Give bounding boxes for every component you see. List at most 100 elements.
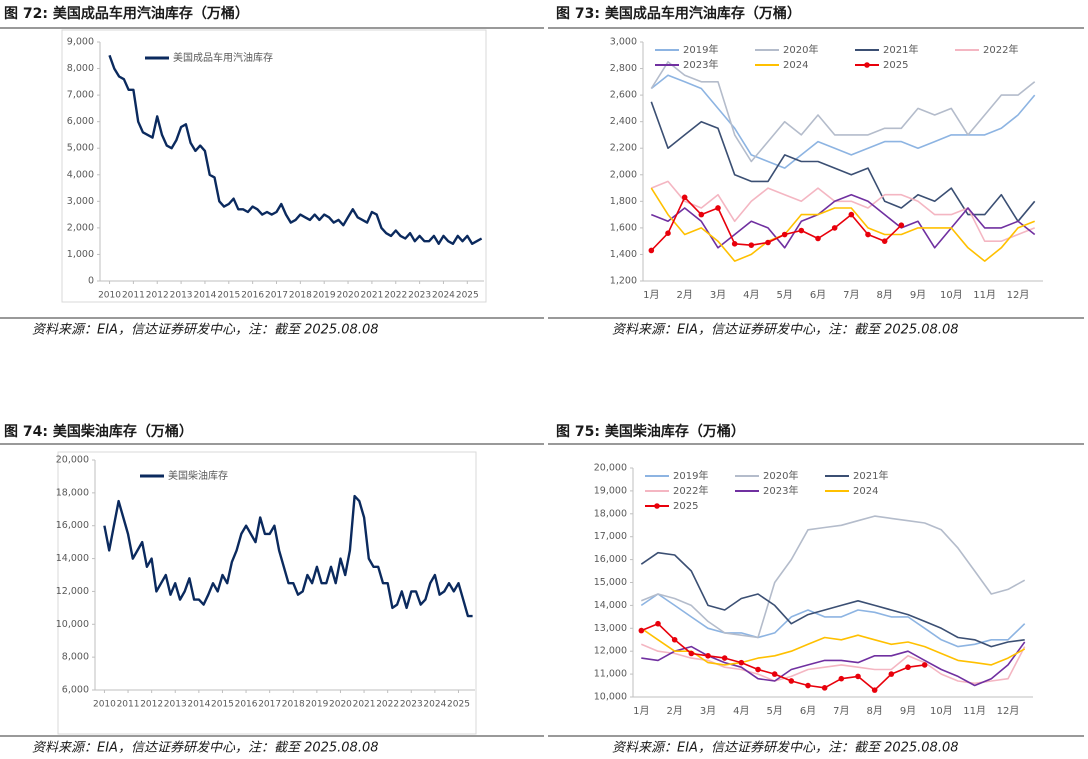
series-marker bbox=[905, 664, 911, 671]
series-line bbox=[108, 54, 483, 245]
legend-label: 2020年 bbox=[783, 43, 818, 56]
series-marker bbox=[665, 230, 671, 236]
series-marker bbox=[715, 205, 721, 211]
y-tick-label: 1,800 bbox=[610, 196, 637, 207]
y-tick-label: 11,000 bbox=[594, 669, 627, 680]
x-tick-label: 2022 bbox=[384, 291, 407, 301]
y-tick-label: 20,000 bbox=[56, 455, 89, 466]
legend-label: 2021年 bbox=[883, 43, 918, 56]
series-line bbox=[103, 494, 473, 618]
y-tick-label: 18,000 bbox=[56, 487, 89, 498]
series-marker bbox=[888, 671, 895, 677]
x-tick-label: 2018 bbox=[289, 291, 312, 301]
series-marker bbox=[721, 655, 728, 661]
y-tick-label: 3,000 bbox=[610, 37, 637, 48]
series-line bbox=[641, 641, 1026, 687]
y-tick-label: 12,000 bbox=[56, 586, 89, 597]
source-note: 资料来源：EIA，信达证券研发中心，注：截至 2025.08.08 bbox=[32, 741, 379, 756]
x-tick-label: 2011 bbox=[117, 700, 140, 710]
x-tick-label: 6月 bbox=[810, 289, 826, 301]
series-line bbox=[640, 622, 925, 691]
y-tick-label: 14,000 bbox=[594, 600, 627, 611]
x-tick-label: 2019 bbox=[305, 700, 328, 710]
series-line bbox=[650, 74, 1036, 169]
series-marker bbox=[798, 227, 805, 234]
y-tick-label: 8,000 bbox=[67, 63, 94, 74]
legend-label: 2019年 bbox=[683, 43, 718, 56]
series-line bbox=[640, 593, 1026, 648]
y-tick-label: 2,000 bbox=[610, 169, 637, 180]
y-tick-label: 7,000 bbox=[67, 90, 94, 101]
x-tick-label: 2014 bbox=[187, 700, 210, 710]
x-tick-label: 2024 bbox=[423, 700, 446, 710]
y-tick-label: 9,000 bbox=[67, 37, 94, 48]
series-marker bbox=[638, 627, 645, 634]
figure-title: 图 74: 美国柴油库存（万桶） bbox=[4, 423, 193, 440]
legend-label: 2019年 bbox=[673, 469, 708, 482]
source-note: 资料来源：EIA，信达证券研发中心，注：截至 2025.08.08 bbox=[612, 323, 959, 338]
x-tick-label: 2022 bbox=[376, 700, 399, 710]
legend-label: 2020年 bbox=[763, 469, 798, 482]
x-tick-label: 2023 bbox=[408, 291, 431, 301]
y-tick-label: 8,000 bbox=[62, 652, 89, 663]
x-tick-label: 2021 bbox=[360, 291, 383, 301]
x-tick-label: 7月 bbox=[833, 705, 849, 717]
x-tick-label: 2016 bbox=[241, 291, 264, 301]
figure-title: 图 75: 美国柴油库存（万桶） bbox=[556, 423, 745, 440]
series-marker bbox=[731, 241, 738, 247]
y-tick-label: 10,000 bbox=[594, 692, 627, 703]
legend-label: 2025 bbox=[673, 501, 698, 512]
x-tick-label: 2019 bbox=[313, 291, 336, 301]
x-tick-label: 2025 bbox=[447, 700, 470, 710]
x-tick-label: 2011 bbox=[122, 291, 145, 301]
series-marker bbox=[771, 671, 778, 677]
chart-frame bbox=[61, 29, 487, 303]
series-line bbox=[640, 515, 1026, 639]
x-tick-label: 2010 bbox=[93, 700, 116, 710]
series-marker bbox=[738, 659, 745, 666]
series-marker bbox=[815, 235, 821, 242]
legend-label: 2025 bbox=[883, 60, 908, 71]
series-line bbox=[650, 187, 1035, 262]
x-tick-label: 2021 bbox=[353, 700, 376, 710]
legend-label: 2023年 bbox=[763, 484, 798, 497]
x-tick-label: 9月 bbox=[900, 705, 916, 717]
y-tick-label: 2,200 bbox=[610, 143, 637, 154]
x-tick-label: 2016 bbox=[235, 700, 258, 710]
x-tick-label: 2020 bbox=[337, 291, 360, 301]
legend-label: 美国成品车用汽油库存 bbox=[173, 51, 273, 64]
x-tick-label: 12月 bbox=[1007, 289, 1030, 301]
x-tick-label: 10月 bbox=[930, 705, 953, 717]
legend-label: 2024 bbox=[783, 60, 808, 71]
x-tick-label: 2月 bbox=[666, 705, 682, 717]
x-tick-label: 2017 bbox=[258, 700, 281, 710]
x-tick-label: 1月 bbox=[643, 289, 659, 301]
x-tick-label: 11月 bbox=[963, 705, 986, 717]
y-tick-label: 14,000 bbox=[56, 553, 89, 564]
y-tick-label: 2,600 bbox=[610, 90, 637, 101]
x-tick-label: 5月 bbox=[766, 705, 782, 717]
x-tick-label: 2012 bbox=[140, 700, 163, 710]
x-tick-label: 2015 bbox=[217, 291, 240, 301]
series-marker bbox=[788, 678, 795, 684]
figure-title: 图 73: 美国成品车用汽油库存（万桶） bbox=[556, 5, 801, 22]
series-marker bbox=[871, 687, 878, 693]
y-tick-label: 4,000 bbox=[67, 169, 94, 180]
x-tick-label: 2月 bbox=[676, 289, 692, 301]
y-tick-label: 1,600 bbox=[610, 222, 637, 233]
series-line bbox=[640, 627, 1026, 666]
x-tick-label: 2013 bbox=[164, 700, 187, 710]
series-marker bbox=[655, 620, 661, 627]
legend-label: 2022年 bbox=[983, 43, 1018, 56]
series-line bbox=[651, 193, 1036, 249]
x-tick-label: 2023 bbox=[400, 700, 423, 710]
x-tick-label: 2014 bbox=[193, 291, 216, 301]
y-tick-label: 16,000 bbox=[594, 554, 627, 565]
series-marker bbox=[855, 673, 861, 680]
x-tick-label: 2010 bbox=[98, 291, 121, 301]
x-tick-label: 2017 bbox=[265, 291, 288, 301]
series-marker bbox=[705, 652, 711, 659]
series-marker bbox=[755, 666, 761, 673]
y-tick-label: 2,400 bbox=[610, 116, 637, 127]
